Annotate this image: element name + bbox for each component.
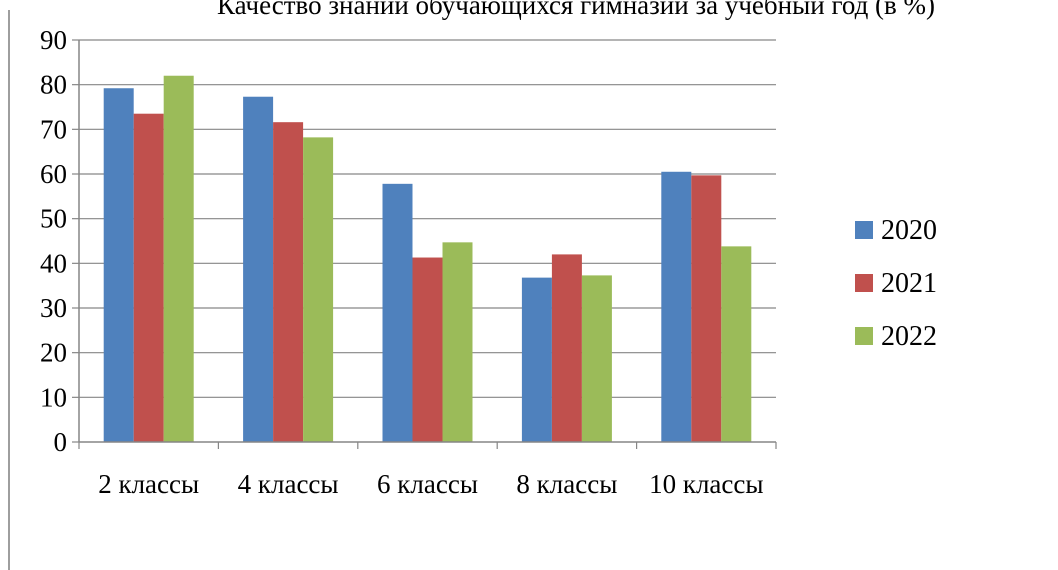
x-category-label-4: 8 классы	[516, 469, 617, 499]
bar-2020-5	[661, 172, 691, 442]
legend-swatch-2022	[855, 327, 873, 345]
legend-label-2022: 2022	[881, 321, 937, 352]
x-category-label-1: 2 классы	[98, 469, 199, 499]
bar-2021-1	[134, 114, 164, 442]
y-tick-label-20: 20	[40, 338, 67, 368]
x-category-label-3: 6 классы	[377, 469, 478, 499]
legend-label-2021: 2021	[881, 268, 937, 299]
y-tick-label-0: 0	[54, 427, 68, 457]
bar-2022-3	[443, 242, 473, 442]
x-axis-category-labels: 2 классы 4 классы 6 классы 8 классы 10 класс…	[98, 469, 763, 499]
y-tick-label-80: 80	[40, 70, 67, 100]
bar-2020-3	[383, 184, 413, 442]
bar-2022-2	[303, 137, 333, 442]
x-category-label-5: 10 классы	[649, 469, 763, 499]
y-tick-label-70: 70	[40, 114, 67, 144]
bar-2021-4	[552, 254, 582, 442]
y-tick-label-40: 40	[40, 248, 67, 278]
x-category-label-2: 4 классы	[238, 469, 339, 499]
y-tick-label-10: 10	[40, 382, 67, 412]
chart-title: Качество знаний обучающихся гимназии за …	[217, 0, 935, 20]
bar-2020-4	[522, 278, 552, 442]
bar-2021-3	[413, 258, 443, 442]
y-tick-label-60: 60	[40, 159, 67, 189]
bar-2021-2	[273, 122, 303, 442]
legend: 2020 2021 2022	[855, 215, 937, 352]
legend-swatch-2021	[855, 274, 873, 292]
y-tick-label-90: 90	[40, 25, 67, 55]
legend-swatch-2020	[855, 221, 873, 239]
bar-2020-2	[243, 97, 273, 442]
bar-2020-1	[104, 88, 134, 442]
y-tick-label-30: 30	[40, 293, 67, 323]
bar-2022-4	[582, 275, 612, 442]
bar-2021-5	[691, 175, 721, 442]
y-tick-label-50: 50	[40, 204, 67, 234]
bar-2022-5	[721, 246, 751, 442]
legend-label-2020: 2020	[881, 215, 937, 246]
bar-2022-1	[164, 76, 194, 442]
